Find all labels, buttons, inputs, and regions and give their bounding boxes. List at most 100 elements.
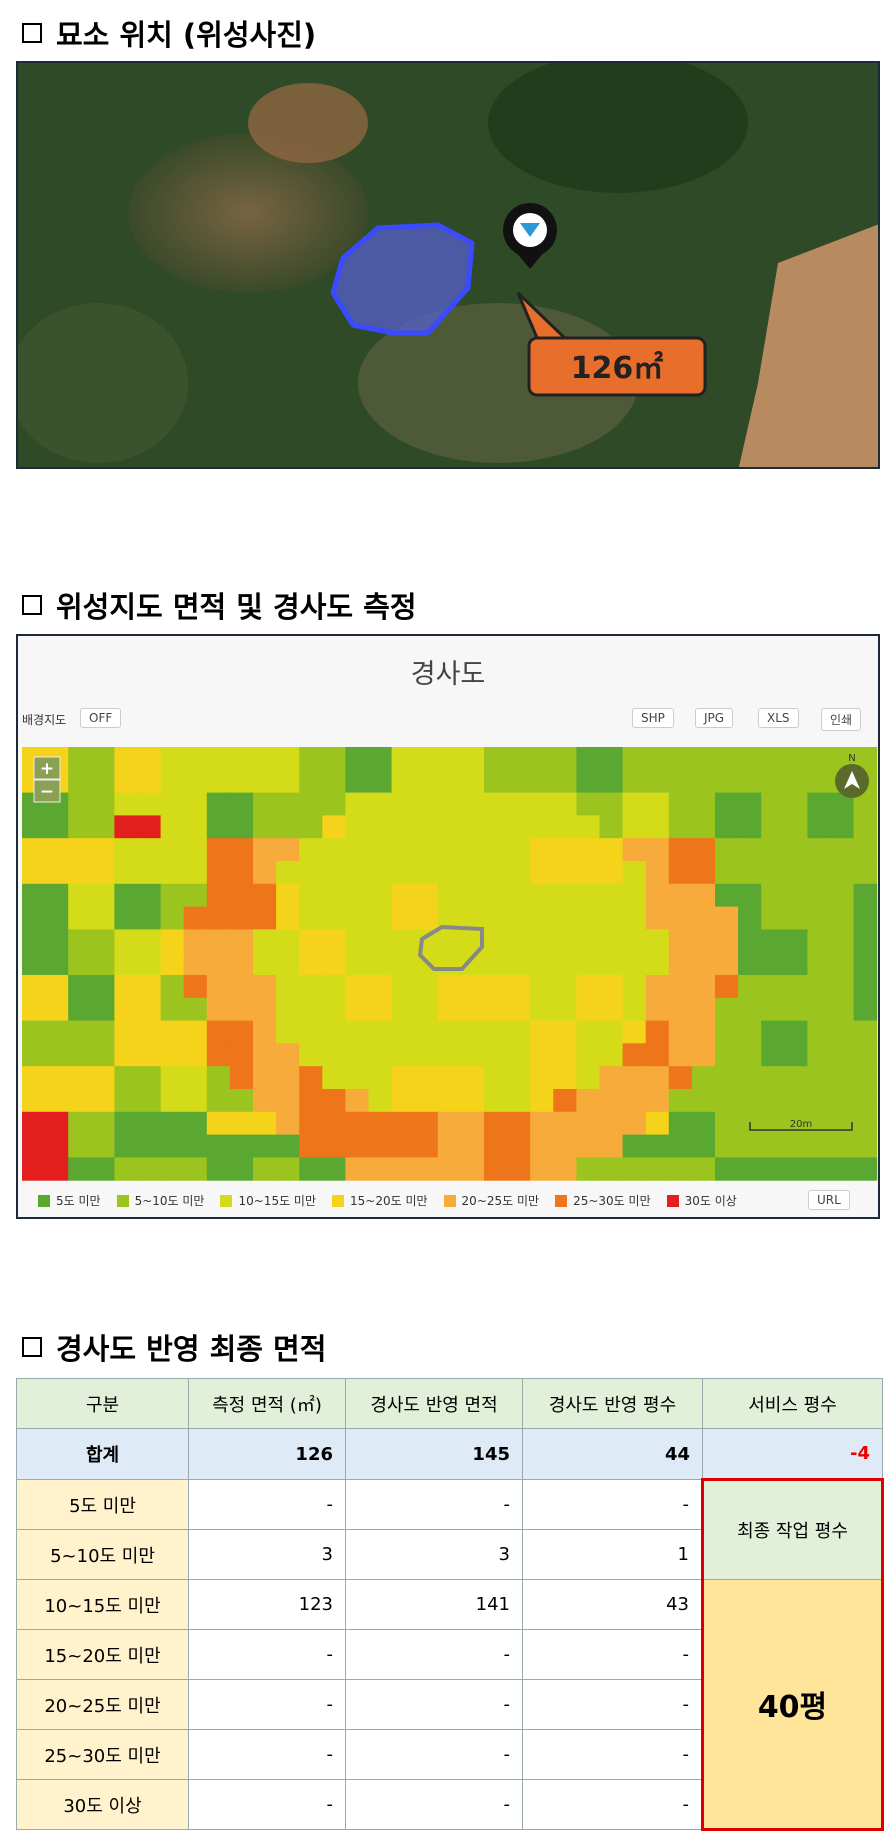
- map-cell: [437, 952, 462, 976]
- map-cell: [229, 883, 254, 908]
- map-cell: [645, 997, 670, 1022]
- toolbar-button[interactable]: SHP: [632, 708, 674, 728]
- map-cell: [691, 838, 716, 862]
- map-cell: [484, 1066, 508, 1090]
- map-cell: [22, 815, 46, 839]
- map-cell: [345, 861, 369, 885]
- header-cell: 경사도 반영 면적: [345, 1378, 523, 1429]
- total-cell: 44: [522, 1428, 703, 1480]
- map-cell: [437, 975, 462, 999]
- map-cell: [68, 906, 92, 930]
- map-cell: [460, 997, 485, 1022]
- toolbar-button[interactable]: XLS: [758, 708, 799, 728]
- map-cell: [114, 1043, 138, 1067]
- map-cell: [299, 1066, 323, 1090]
- toggle[interactable]: OFF: [80, 708, 122, 728]
- map-cell: [206, 815, 231, 839]
- map-cell: [830, 815, 855, 839]
- map-cell: [853, 1043, 878, 1067]
- map-cell: [345, 838, 369, 862]
- map-title: 경사도: [410, 659, 486, 690]
- map-cell: [253, 815, 277, 839]
- map-cell: [761, 1157, 785, 1181]
- map-cell: [160, 906, 185, 930]
- map-cell: [484, 906, 508, 930]
- map-cell: [414, 1043, 439, 1067]
- map-cell: [299, 747, 323, 771]
- zoom-button[interactable]: [33, 756, 61, 780]
- map-cell: [206, 1157, 231, 1181]
- map-cell: [460, 1157, 485, 1181]
- data-cell: -: [188, 1729, 346, 1780]
- button-label: SHP: [641, 711, 665, 725]
- map-cell: [784, 815, 808, 839]
- map-cell: [599, 1111, 624, 1136]
- map-cell: [668, 815, 693, 839]
- map-cell: [414, 975, 439, 999]
- map-cell: [114, 1020, 138, 1044]
- map-cell: [368, 929, 393, 953]
- map-cell: [253, 769, 277, 794]
- zoom-button[interactable]: [33, 779, 61, 803]
- map-cell: [761, 952, 785, 976]
- map-cell: [229, 975, 254, 999]
- map-cell: [91, 861, 115, 885]
- map-cell: [553, 769, 577, 794]
- map-cell: [68, 1111, 92, 1136]
- map-cell: [553, 792, 577, 816]
- map-cell: [715, 1020, 739, 1044]
- map-cell: [437, 792, 462, 816]
- map-cell: [553, 883, 577, 908]
- map-cell: [322, 838, 346, 862]
- map-cell: [691, 1134, 716, 1158]
- map-cell: [645, 1089, 670, 1113]
- map-cell: [715, 815, 739, 839]
- map-cell: [576, 906, 600, 930]
- map-cell: [784, 861, 808, 885]
- map-cell: [253, 838, 277, 862]
- map-cell: [484, 1043, 508, 1067]
- map-cell: [368, 883, 393, 908]
- map-cell: [853, 1134, 878, 1158]
- map-cell: [253, 861, 277, 885]
- map-cell: [68, 747, 92, 771]
- toolbar-button[interactable]: 인쇄: [821, 708, 862, 731]
- map-cell: [668, 1157, 693, 1181]
- map-cell: [183, 838, 208, 862]
- map-cell: [507, 1089, 531, 1113]
- map-cell: [22, 883, 46, 908]
- map-cell: [738, 883, 762, 908]
- map-cell: [830, 906, 855, 930]
- map-cell: [622, 1043, 647, 1067]
- data-cell: 43: [522, 1579, 703, 1630]
- map-cell: [22, 1157, 46, 1181]
- map-cell: [91, 815, 115, 839]
- tool-button[interactable]: URL: [808, 1190, 850, 1210]
- map-cell: [368, 838, 393, 862]
- map-cell: [137, 906, 162, 930]
- map-cell: [253, 997, 277, 1022]
- map-cell: [507, 1020, 531, 1044]
- map-cell: [437, 906, 462, 930]
- map-cell: [414, 1111, 439, 1136]
- map-cell: [507, 861, 531, 885]
- map-cell: [183, 1066, 208, 1090]
- map-cell: [484, 1134, 508, 1158]
- data-cell: -: [522, 1729, 703, 1780]
- map-cell: [183, 1134, 208, 1158]
- map-cell: [368, 906, 393, 930]
- map-cell: [206, 1134, 231, 1158]
- map-cell: [68, 1089, 92, 1113]
- map-cell: [553, 1111, 577, 1136]
- button-label: XLS: [767, 711, 790, 725]
- toolbar-button[interactable]: JPG: [695, 708, 734, 728]
- map-cell: [229, 861, 254, 885]
- map-cell: [299, 792, 323, 816]
- map-cell: [391, 1134, 416, 1158]
- map-cell: [645, 838, 670, 862]
- map-cell: [761, 1111, 785, 1136]
- map-cell: [345, 975, 369, 999]
- data-cell: -: [188, 1779, 346, 1830]
- legend-swatch: [666, 1194, 679, 1207]
- legend-label: 30도 이상: [684, 1194, 737, 1208]
